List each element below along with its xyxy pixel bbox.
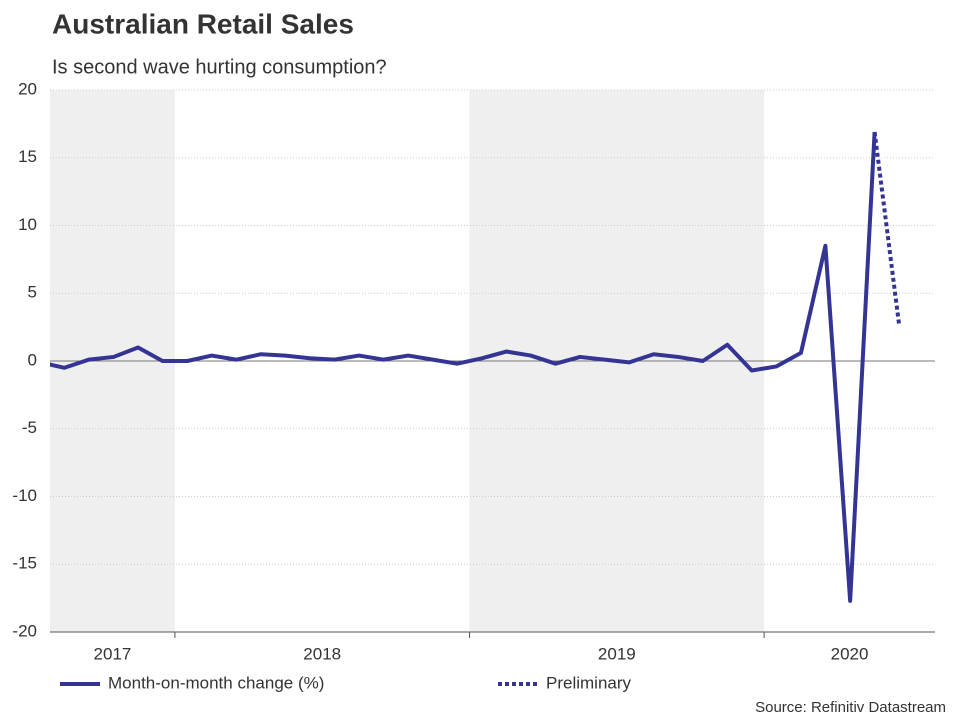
y-tick-label: 0 (28, 350, 37, 369)
x-tick-label: 2020 (831, 644, 869, 663)
legend-label: Month-on-month change (%) (108, 673, 324, 692)
x-tick-label: 2018 (303, 644, 341, 663)
y-tick-label: -5 (22, 418, 37, 437)
y-tick-label: 20 (18, 79, 37, 98)
y-tick-label: -20 (12, 621, 37, 640)
chart-title: Australian Retail Sales (52, 8, 354, 39)
source: Source: Refinitiv Datastream (755, 699, 946, 716)
y-tick-label: -15 (12, 554, 37, 573)
series-line (872, 131, 902, 325)
series-line (50, 131, 877, 603)
x-tick-label: 2019 (598, 644, 636, 663)
x-tick-label: 2017 (94, 644, 132, 663)
y-tick-label: 15 (18, 147, 37, 166)
y-tick-label: 10 (18, 215, 37, 234)
legend-label: Preliminary (546, 673, 632, 692)
y-tick-label: -10 (12, 486, 37, 505)
y-tick-label: 5 (28, 283, 37, 302)
chart-subtitle: Is second wave hurting consumption? (52, 56, 387, 78)
